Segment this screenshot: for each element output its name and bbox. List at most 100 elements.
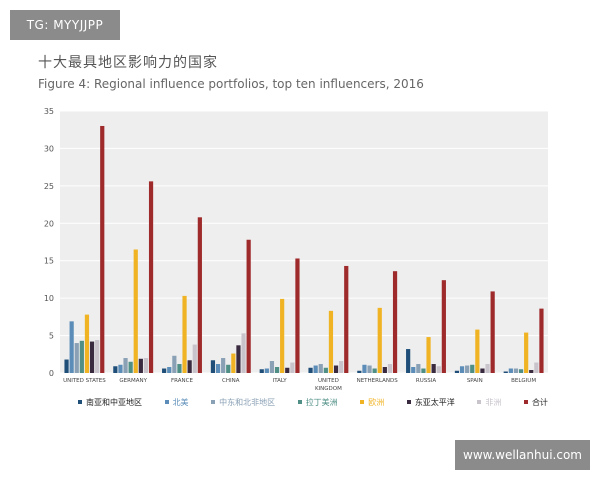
bar (226, 364, 231, 373)
bar (524, 332, 529, 373)
legend-label: 东亚太平洋 (414, 397, 455, 407)
bar (454, 370, 460, 373)
bar (100, 125, 105, 373)
bar (508, 368, 513, 373)
bar (328, 310, 334, 373)
bar (177, 364, 182, 373)
bar (308, 367, 313, 373)
x-tick-label: BELGIUM (511, 378, 536, 384)
bar (362, 364, 367, 373)
bar (95, 340, 100, 373)
bar (339, 361, 344, 373)
bar (534, 362, 539, 373)
bar (357, 370, 362, 373)
legend-swatch (360, 400, 365, 404)
x-tick-label: GERMANY (119, 378, 147, 384)
legend-item: 合计 (523, 397, 548, 408)
bar (210, 360, 216, 373)
bar (187, 360, 192, 373)
bar (470, 364, 475, 373)
legend-item: 东亚太平洋 (406, 397, 455, 408)
bar (123, 358, 128, 373)
bar (192, 344, 197, 373)
bar (89, 341, 95, 373)
chart-legend: 南亚和中亚地区 北美 中东和北非地区 拉丁美洲 欧洲 东亚太平洋 非洲 合计 (78, 396, 548, 408)
legend-item: 欧洲 (360, 397, 384, 408)
x-tick-label: FRANCE (171, 378, 193, 384)
bar (64, 359, 69, 373)
bar (372, 368, 377, 373)
legend-swatch (78, 400, 82, 404)
bar (518, 369, 524, 373)
bar (318, 364, 323, 373)
bar (392, 271, 398, 373)
bar (79, 340, 84, 373)
x-tick-label: RUSSIA (416, 378, 436, 384)
bar (167, 367, 172, 373)
bar (69, 321, 74, 373)
bar (128, 361, 133, 373)
bar (426, 337, 431, 373)
bar (459, 366, 465, 373)
legend-label: 南亚和中亚地区 (86, 397, 142, 407)
bar (133, 249, 138, 373)
legend-label: 合计 (531, 397, 548, 407)
bar (274, 367, 280, 373)
bar (264, 368, 269, 373)
bar (480, 368, 485, 373)
x-tick-label: KINGDOM (315, 386, 342, 392)
y-tick-label: 35 (44, 107, 54, 116)
legend-label: 拉丁美洲 (305, 397, 338, 407)
bar (285, 367, 290, 373)
bar (138, 358, 143, 373)
bar (344, 265, 349, 373)
bar (382, 367, 387, 373)
bar (441, 280, 446, 373)
x-tick-label: CHINA (222, 378, 240, 384)
legend-swatch (406, 400, 411, 404)
y-tick-label: 25 (44, 182, 54, 191)
bar (513, 368, 519, 373)
chart-title: 十大最具地区影响力的国家 (38, 55, 218, 71)
bar (197, 217, 202, 373)
bar (323, 367, 328, 373)
bar (465, 365, 470, 373)
bar (377, 307, 382, 373)
y-tick-label: 5 (49, 332, 54, 341)
bar (295, 258, 300, 373)
plot-area (60, 111, 548, 373)
bar (84, 314, 90, 373)
bar (367, 365, 372, 373)
bar (162, 368, 167, 373)
chart-subtitle: Figure 4: Regional influence portfolios,… (38, 77, 424, 91)
bar (313, 365, 318, 373)
legend-item: 北美 (164, 397, 189, 408)
y-tick-label: 10 (44, 294, 54, 303)
bar (113, 366, 118, 373)
bar (215, 364, 221, 373)
x-tick-label: UNITED (318, 378, 339, 384)
x-tick-label: UNITED STATES (63, 378, 106, 384)
bar (290, 362, 295, 373)
watermark-badge-top: TG: MYYJJPP (10, 10, 120, 40)
bar (236, 345, 241, 373)
legend-label: 中东和北非地区 (219, 397, 276, 407)
watermark-badge-bottom: www.wellanhui.com (455, 440, 590, 470)
bar (411, 367, 416, 373)
legend-swatch (164, 400, 169, 404)
y-tick-label: 30 (44, 144, 54, 153)
y-tick-label: 20 (44, 219, 54, 228)
bar (143, 358, 149, 373)
bar (485, 364, 490, 373)
bar (539, 308, 544, 373)
legend-item: 非洲 (477, 397, 501, 408)
bar (172, 355, 177, 373)
bar (241, 333, 246, 373)
legend-item: 南亚和中亚地区 (78, 397, 142, 408)
bar (490, 291, 495, 373)
x-tick-label: NETHERLANDS (357, 378, 399, 384)
bar (259, 369, 264, 373)
legend-swatch (523, 400, 528, 404)
bar (503, 371, 508, 373)
